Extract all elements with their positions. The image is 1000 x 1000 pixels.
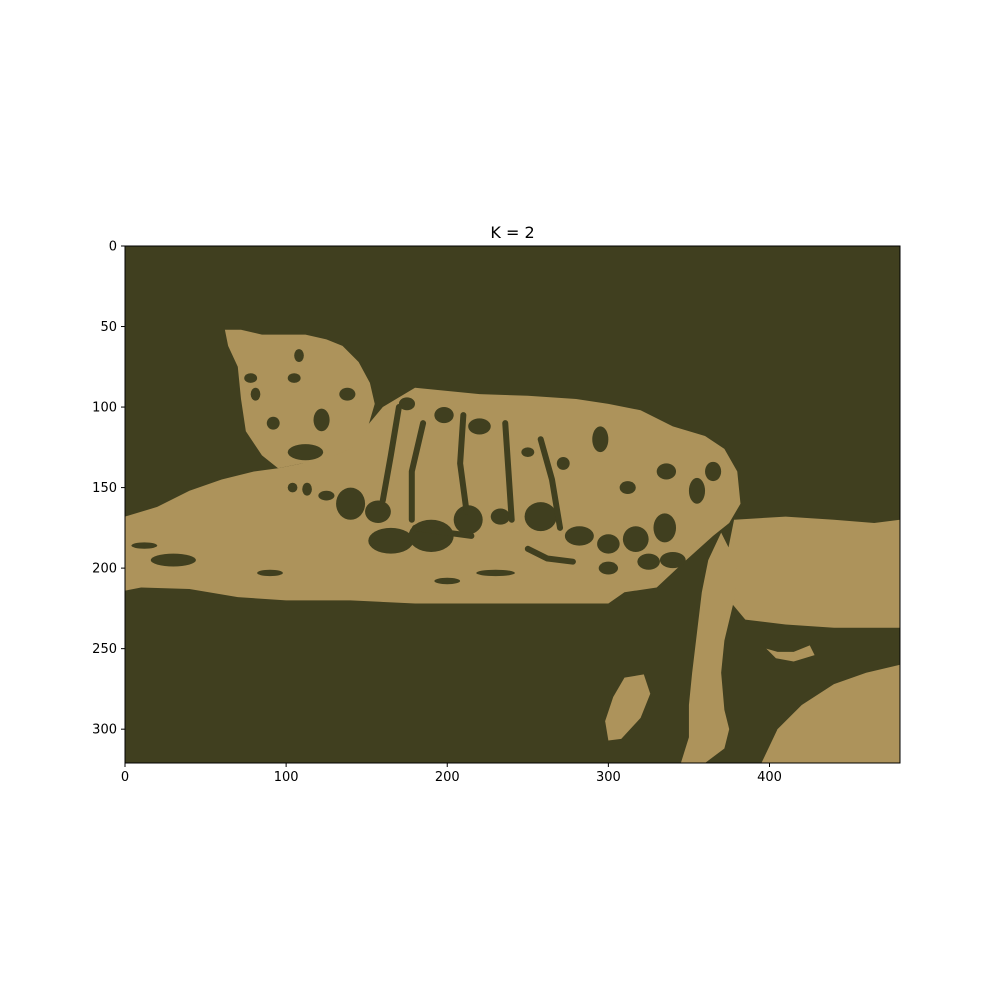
cluster-0-spot	[592, 426, 609, 453]
cluster-0-spot	[524, 502, 557, 532]
cluster-0-spot	[619, 481, 636, 495]
cluster-0-stripe	[502, 420, 515, 523]
cluster-0-spot	[244, 373, 258, 383]
cluster-0-spot	[434, 407, 454, 424]
cluster-0-spot	[287, 482, 298, 493]
y-tick-label: 250	[92, 642, 117, 657]
cluster-0-spot	[257, 569, 283, 577]
image-plot-area	[125, 246, 900, 763]
chart-title: K = 2	[490, 223, 534, 242]
axes-frame	[124, 245, 901, 764]
cluster-0-stripe	[457, 412, 470, 515]
cluster-1-region	[766, 645, 815, 662]
cluster-0-spot	[339, 387, 356, 401]
cluster-0-stripe	[412, 524, 475, 539]
cluster-0-spot	[434, 577, 461, 585]
cluster-0-stripe	[537, 436, 564, 531]
x-tick-label: 100	[274, 770, 299, 785]
cluster-1-region	[724, 516, 900, 628]
cluster-0-spot	[365, 500, 391, 524]
cluster-0-spot	[468, 418, 491, 435]
cluster-0-spot	[598, 561, 619, 575]
cluster-0-spot	[408, 519, 454, 553]
cluster-0-spot	[637, 553, 660, 570]
cluster-0-spot	[250, 387, 261, 401]
cluster-0-spot	[597, 534, 620, 554]
y-tick-label: 200	[92, 562, 117, 577]
cluster-0-spot	[368, 527, 414, 554]
cluster-0-spot	[476, 569, 515, 577]
cluster-0-spot	[398, 397, 416, 411]
cluster-1-region	[125, 387, 741, 604]
cluster-1-region	[605, 674, 651, 741]
cluster-0-stripe	[524, 545, 576, 565]
cluster-0-spot	[656, 463, 677, 480]
x-axis: 0 100 200 300 400	[121, 763, 782, 785]
cluster-1-region	[224, 329, 375, 469]
x-tick-label: 0	[121, 770, 129, 785]
cluster-0-spot	[318, 490, 335, 501]
y-tick-label: 300	[92, 723, 117, 738]
cluster-0-spot	[294, 349, 304, 362]
cluster-0-spot	[659, 552, 686, 569]
cluster-0-spot	[302, 482, 312, 496]
cluster-0-spot	[556, 456, 570, 470]
cluster-1-region	[680, 532, 738, 763]
cluster-0-spot	[313, 408, 330, 432]
cluster-0-spot	[653, 513, 677, 543]
cluster-0-spot	[287, 444, 324, 461]
y-tick-label: 100	[92, 401, 117, 416]
cluster-0-spot	[131, 542, 158, 549]
cluster-0-spot	[622, 526, 649, 553]
cluster-0-spot	[266, 416, 280, 430]
cluster-0-stripe	[379, 404, 402, 504]
cluster-0-spot	[287, 373, 301, 383]
cluster-0-spot	[150, 553, 196, 567]
cluster-0-spot	[453, 505, 483, 535]
x-tick-label: 300	[596, 770, 621, 785]
y-axis: 0 50 100 150 200 250 300	[92, 240, 125, 738]
cluster-0-stripe	[408, 420, 427, 523]
cluster-0-spot	[336, 487, 366, 520]
x-tick-label: 200	[435, 770, 460, 785]
x-tick-label: 400	[757, 770, 782, 785]
y-tick-label: 50	[100, 320, 117, 335]
cluster-0-spot	[688, 477, 706, 504]
cluster-0-spot	[564, 526, 594, 546]
cluster-0-spot	[490, 508, 511, 525]
cluster-0-spot	[705, 461, 722, 482]
cluster-1-region	[761, 664, 900, 763]
y-tick-label: 0	[109, 240, 117, 255]
cluster-0-spot	[521, 447, 535, 457]
y-tick-label: 150	[92, 481, 117, 496]
